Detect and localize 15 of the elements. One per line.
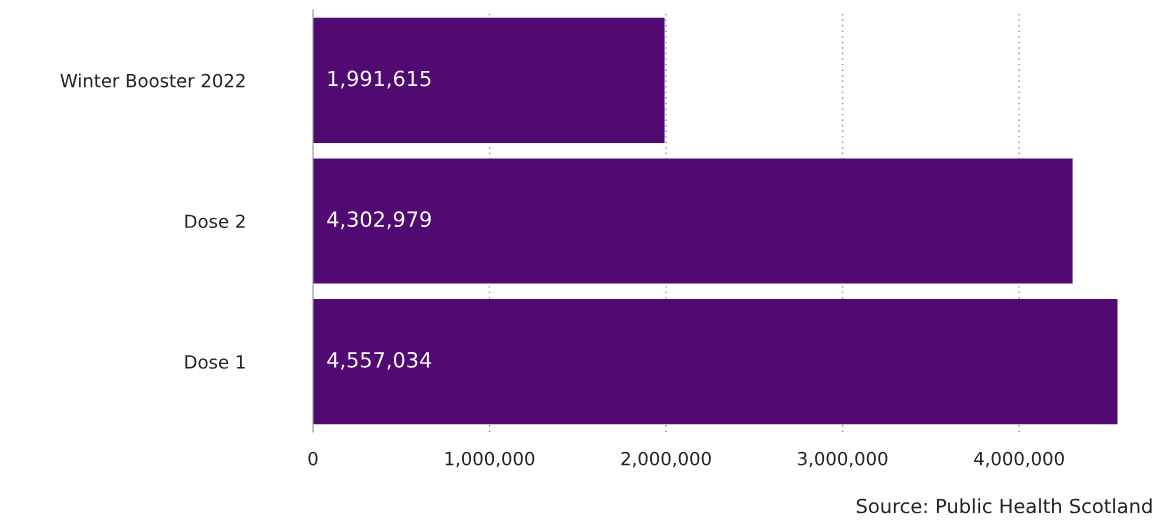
- bar: [313, 299, 1118, 425]
- x-tick-label: 4,000,000: [974, 451, 1064, 468]
- bar: [313, 17, 665, 143]
- x-tick-label: 2,000,000: [621, 451, 711, 468]
- y-tick-label: Dose 2: [185, 214, 245, 229]
- source-note: Source: Public Health Scotland: [856, 498, 1152, 514]
- bar: [313, 158, 1073, 284]
- data-label: 1,991,615: [328, 70, 431, 89]
- data-label: 4,302,979: [327, 211, 431, 230]
- x-tick-label: 1,000,000: [445, 451, 535, 468]
- x-tick-label: 3,000,000: [798, 451, 888, 468]
- y-tick-label: Winter Booster 2022: [60, 73, 245, 88]
- data-label: 4,557,034: [327, 351, 432, 370]
- x-tick-label: 0: [308, 451, 318, 466]
- y-tick-label: Dose 1: [185, 355, 245, 369]
